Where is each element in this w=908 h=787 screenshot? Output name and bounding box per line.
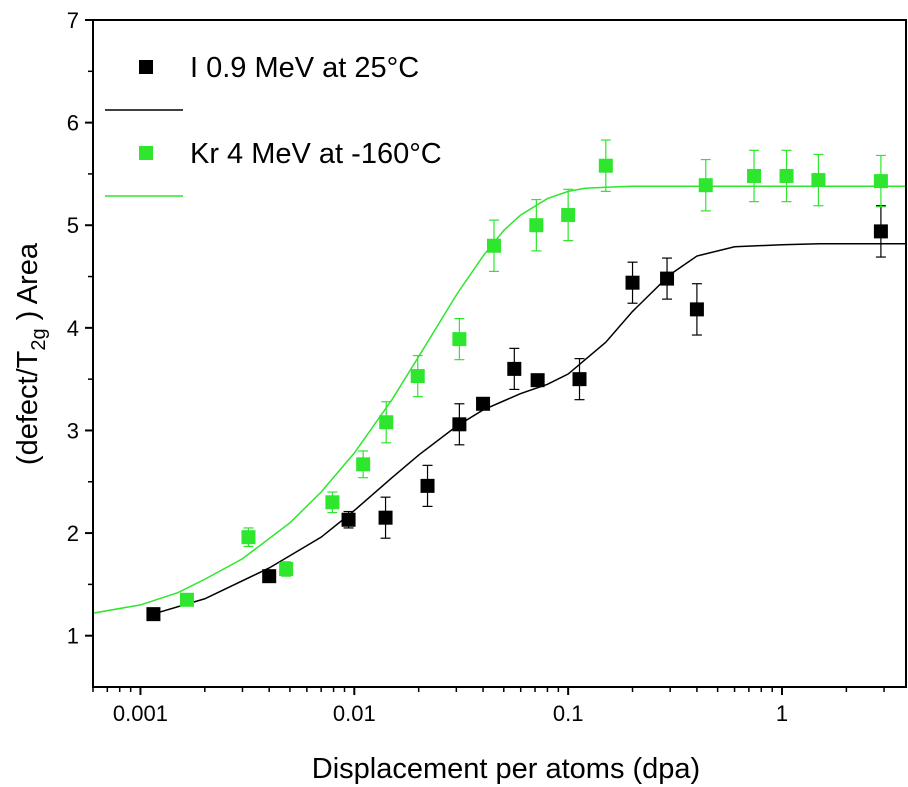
y-tick-label: 4 xyxy=(67,316,79,341)
data-point xyxy=(873,224,888,239)
y-tick-label: 6 xyxy=(67,111,79,136)
x-tick-label: 0.01 xyxy=(333,701,376,726)
fit-line-2 xyxy=(92,185,906,614)
data-point xyxy=(660,271,675,286)
data-point xyxy=(747,168,762,183)
data-point xyxy=(689,302,704,317)
y-tick-label: 3 xyxy=(67,418,79,443)
y-tick-label: 1 xyxy=(67,624,79,649)
data-point xyxy=(572,372,587,387)
axes: 0.001 0.01 0.1 1 1 2 3 4 5 6 7 xyxy=(67,8,885,726)
data-point xyxy=(779,168,794,183)
legend-label: Kr 4 MeV at -160°C xyxy=(190,138,442,170)
series-1 xyxy=(146,205,906,622)
data-point xyxy=(341,512,356,527)
data-point xyxy=(146,607,161,622)
data-point xyxy=(410,369,425,384)
series-2 xyxy=(92,139,906,614)
x-tick-label: 1 xyxy=(776,701,788,726)
data-point xyxy=(529,218,544,233)
x-tick-label: 0.1 xyxy=(553,701,584,726)
data-point xyxy=(561,207,576,222)
data-point xyxy=(452,332,467,347)
data-point xyxy=(378,510,393,525)
chart-marks xyxy=(92,139,906,622)
fit-line-1 xyxy=(149,242,906,616)
y-tick-label: 5 xyxy=(67,213,79,238)
y-tick-label: 7 xyxy=(67,8,79,33)
legend-label: I 0.9 MeV at 25°C xyxy=(190,52,419,84)
data-point xyxy=(598,158,613,173)
data-point xyxy=(379,415,394,430)
data-point xyxy=(486,238,501,253)
data-point xyxy=(698,178,713,193)
data-point xyxy=(420,478,435,493)
legend-marker xyxy=(139,146,153,160)
y-tick-label: 2 xyxy=(67,521,79,546)
data-point xyxy=(476,396,491,411)
data-point xyxy=(452,417,467,432)
plot-frame xyxy=(92,19,907,688)
data-point xyxy=(507,361,522,376)
data-point xyxy=(356,457,371,472)
x-tick-label: 0.001 xyxy=(113,701,168,726)
data-point xyxy=(279,561,294,576)
data-point xyxy=(811,173,826,188)
y-axis-title-suffix: ) Area xyxy=(12,242,44,328)
legend: I 0.9 MeV at 25°C Kr 4 MeV at -160°C xyxy=(105,52,442,197)
data-point xyxy=(530,373,545,388)
data-point xyxy=(179,592,194,607)
data-point xyxy=(325,495,340,510)
y-axis-title-prefix: (defect/T xyxy=(12,350,44,465)
x-axis-title: Displacement per atoms (dpa) xyxy=(312,753,700,785)
data-point xyxy=(625,275,640,290)
data-point xyxy=(873,174,888,189)
legend-marker xyxy=(139,60,153,74)
y-axis-title-subscript: 2g xyxy=(28,328,50,350)
data-point xyxy=(262,569,277,584)
y-axis-title: (defect/T2g ) Area xyxy=(12,242,50,465)
data-point xyxy=(241,530,256,545)
